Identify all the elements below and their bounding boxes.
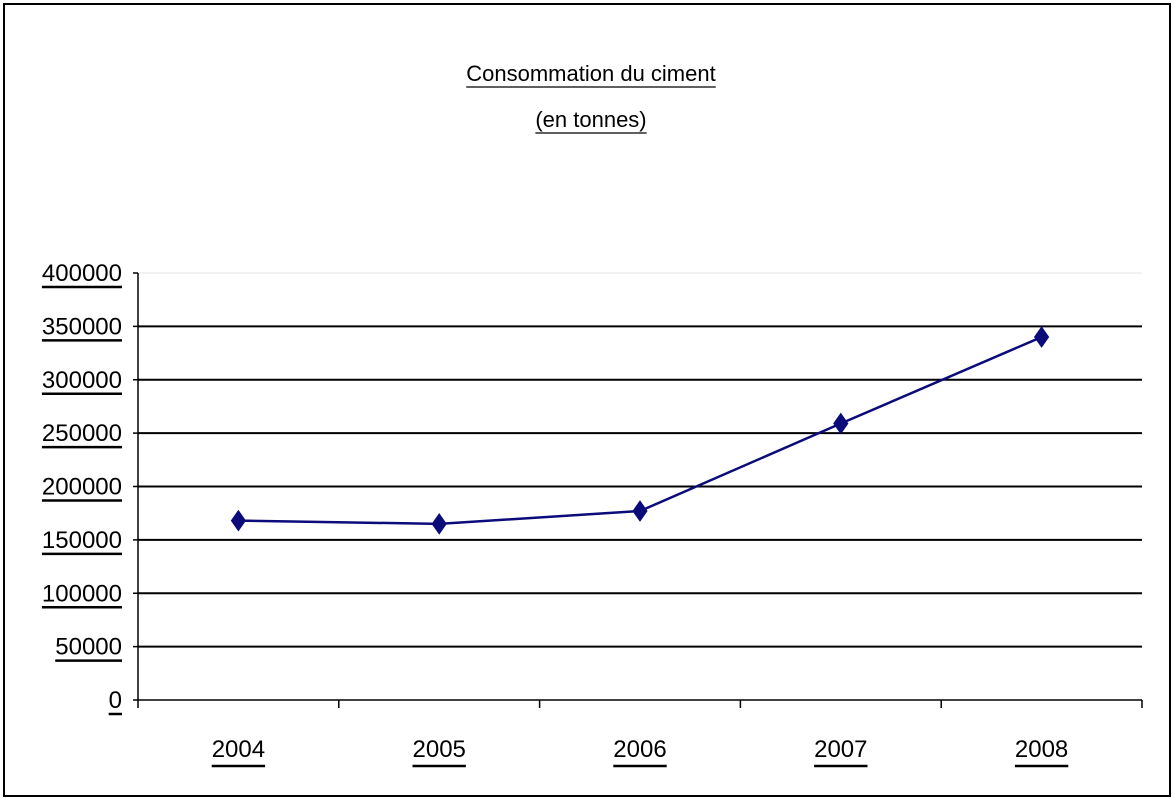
y-tick-label: 350000 — [42, 313, 122, 340]
x-tick-label: 2006 — [613, 736, 666, 763]
y-tick-label: 100000 — [42, 580, 122, 607]
gridlines — [138, 272, 1142, 648]
y-tick-label: 0 — [109, 687, 122, 714]
chart-title: Consommation du ciment — [466, 61, 715, 86]
data-point-marker — [632, 500, 648, 522]
chart-title-group: Consommation du ciment (en tonnes) — [466, 61, 716, 134]
data-point-marker — [833, 412, 849, 435]
chart-frame: Consommation du ciment (en tonnes) 0 5000… — [3, 3, 1171, 797]
x-tick-label: 2008 — [1015, 736, 1068, 763]
data-point-marker — [1033, 326, 1050, 348]
y-tick-label: 250000 — [42, 420, 122, 447]
series-line — [238, 335, 1043, 526]
y-tick-label: 200000 — [42, 474, 122, 501]
x-tick-label: 2007 — [814, 736, 867, 763]
y-tick-label: 150000 — [42, 527, 122, 554]
x-tick-label: 2004 — [212, 736, 265, 763]
y-axis-ticks: 0 50000 100000 150000 200000 250000 300000 3500… — [41, 260, 138, 716]
y-tick-label: 400000 — [42, 260, 122, 287]
x-tick-label: 2005 — [413, 736, 466, 763]
data-point-marker — [431, 512, 447, 535]
data-point-marker — [230, 509, 247, 532]
y-tick-label: 300000 — [42, 367, 122, 394]
y-tick-label: 50000 — [55, 634, 122, 661]
chart-subtitle: (en tonnes) — [535, 107, 646, 132]
x-axis-ticks: 2004 2005 2006 2007 2008 — [137, 700, 1143, 768]
series-layer — [230, 326, 1050, 535]
line-chart: Consommation du ciment (en tonnes) 0 5000… — [41, 61, 1143, 768]
